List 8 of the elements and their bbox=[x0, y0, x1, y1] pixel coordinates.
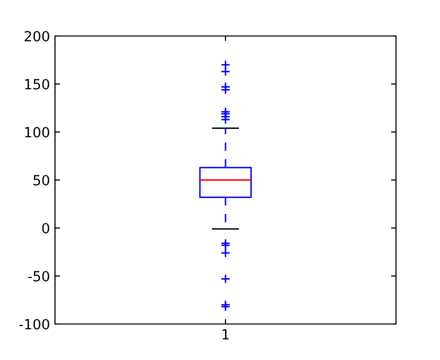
y-tick-label: -100 bbox=[19, 318, 50, 330]
y-tick-label: 50 bbox=[34, 174, 50, 186]
y-tick-label: 200 bbox=[24, 30, 50, 42]
y-tick-label: 100 bbox=[25, 126, 50, 138]
y-tick-label: 150 bbox=[25, 78, 50, 90]
y-tick-label: 0 bbox=[42, 222, 50, 234]
y-tick-label: -50 bbox=[28, 270, 50, 282]
x-tick-label: 1 bbox=[222, 329, 229, 340]
